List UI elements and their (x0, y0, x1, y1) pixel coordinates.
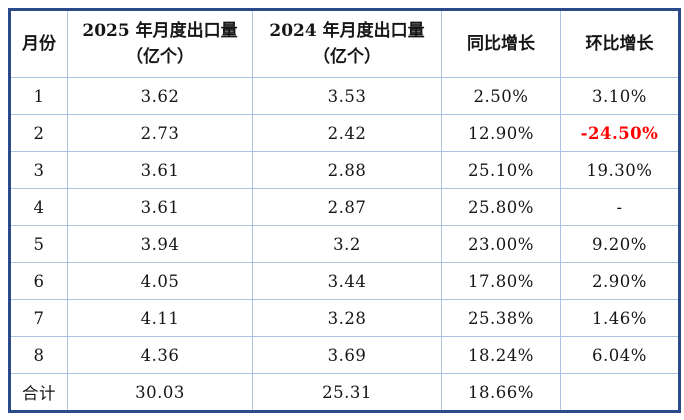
table-header-row: 月份 2025 年月度出口量 （亿个） 2024 年月度出口量 （亿个） 同比增… (9, 9, 680, 78)
table-body: 1 3.62 3.53 2.50% 3.10% 2 2.73 2.42 12.90% -24.50… (9, 77, 680, 412)
month-cell: 8 (9, 336, 68, 374)
yoy-growth-cell: 17.80% (441, 262, 561, 300)
yoy-growth-cell: 25.80% (441, 188, 561, 226)
yoy-growth-cell: 23.00% (441, 225, 561, 263)
export-2024-cell: 3.28 (252, 299, 442, 337)
export-2024-cell: 2.42 (252, 114, 442, 152)
yoy-growth-cell: 18.24% (441, 336, 561, 374)
export-2024-cell: 2.88 (252, 151, 442, 189)
mom-growth-cell (560, 373, 680, 412)
table-row: 6 4.05 3.44 17.80% 2.90% (9, 262, 680, 300)
mom-growth-cell: 1.46% (560, 299, 680, 337)
mom-growth-cell: 9.20% (560, 225, 680, 263)
month-cell: 4 (9, 188, 68, 226)
table-row: 3 3.61 2.88 25.10% 19.30% (9, 151, 680, 189)
month-cell: 3 (9, 151, 68, 189)
export-2025-cell: 3.62 (67, 77, 253, 115)
header-mom-growth: 环比增长 (560, 9, 680, 78)
export-table-container: 月份 2025 年月度出口量 （亿个） 2024 年月度出口量 （亿个） 同比增… (8, 8, 681, 413)
yoy-growth-cell: 12.90% (441, 114, 561, 152)
export-2025-cell: 3.61 (67, 188, 253, 226)
export-2024-cell: 3.69 (252, 336, 442, 374)
yoy-growth-cell: 25.38% (441, 299, 561, 337)
header-month: 月份 (9, 9, 68, 78)
mom-growth-cell: - (560, 188, 680, 226)
export-2025-cell: 2.73 (67, 114, 253, 152)
header-export-2025: 2025 年月度出口量 （亿个） (67, 9, 253, 78)
export-2024-cell: 25.31 (252, 373, 442, 412)
table-row: 1 3.62 3.53 2.50% 3.10% (9, 77, 680, 115)
table-row: 7 4.11 3.28 25.38% 1.46% (9, 299, 680, 337)
month-cell: 6 (9, 262, 68, 300)
export-2024-cell: 2.87 (252, 188, 442, 226)
export-2025-cell: 4.36 (67, 336, 253, 374)
export-2025-cell: 4.11 (67, 299, 253, 337)
yoy-growth-cell: 25.10% (441, 151, 561, 189)
export-2025-cell: 3.94 (67, 225, 253, 263)
table-row: 4 3.61 2.87 25.80% - (9, 188, 680, 226)
yoy-growth-cell: 2.50% (441, 77, 561, 115)
header-yoy-growth: 同比增长 (441, 9, 561, 78)
mom-growth-cell: 3.10% (560, 77, 680, 115)
mom-growth-cell: -24.50% (560, 114, 680, 152)
month-cell: 2 (9, 114, 68, 152)
table-row: 5 3.94 3.2 23.00% 9.20% (9, 225, 680, 263)
month-cell: 1 (9, 77, 68, 115)
export-2024-cell: 3.53 (252, 77, 442, 115)
export-2025-cell: 4.05 (67, 262, 253, 300)
yoy-growth-cell: 18.66% (441, 373, 561, 412)
header-export-2024: 2024 年月度出口量 （亿个） (252, 9, 442, 78)
table-row: 2 2.73 2.42 12.90% -24.50% (9, 114, 680, 152)
month-cell: 合计 (9, 373, 68, 412)
table-row-total: 合计 30.03 25.31 18.66% (9, 373, 680, 412)
month-cell: 5 (9, 225, 68, 263)
export-2024-cell: 3.44 (252, 262, 442, 300)
export-2025-cell: 3.61 (67, 151, 253, 189)
mom-growth-cell: 2.90% (560, 262, 680, 300)
mom-growth-cell: 19.30% (560, 151, 680, 189)
export-2025-cell: 30.03 (67, 373, 253, 412)
mom-growth-cell: 6.04% (560, 336, 680, 374)
month-cell: 7 (9, 299, 68, 337)
export-2024-cell: 3.2 (252, 225, 442, 263)
table-row: 8 4.36 3.69 18.24% 6.04% (9, 336, 680, 374)
monthly-export-table: 月份 2025 年月度出口量 （亿个） 2024 年月度出口量 （亿个） 同比增… (8, 8, 681, 413)
